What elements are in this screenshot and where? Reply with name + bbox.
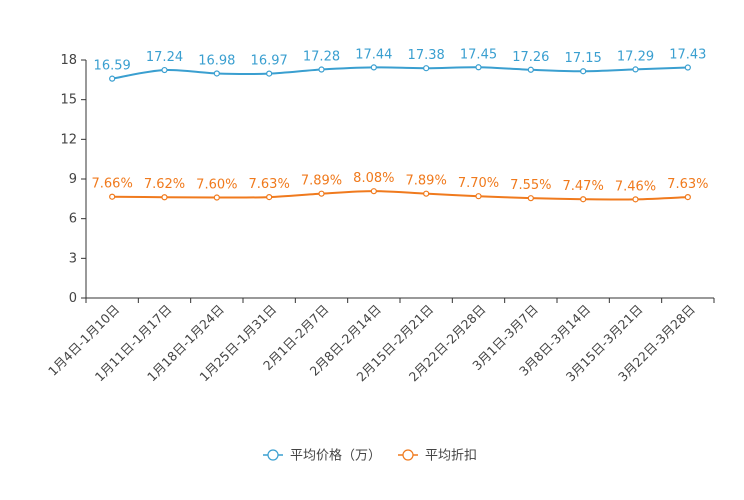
data-label: 17.28 (303, 50, 340, 65)
data-point (109, 193, 116, 200)
data-label: 7.47% (563, 179, 604, 194)
data-point (423, 190, 430, 197)
data-point (580, 68, 587, 75)
data-label: 17.15 (565, 51, 602, 66)
legend-label: 平均折扣 (425, 449, 477, 464)
data-point (213, 70, 220, 77)
series-layer (109, 64, 691, 203)
data-label: 8.08% (353, 171, 394, 186)
series-line (112, 66, 688, 80)
data-point (370, 188, 377, 195)
data-point (580, 196, 587, 203)
data-point (684, 194, 691, 201)
data-label: 7.89% (301, 174, 342, 189)
data-label: 7.63% (667, 177, 708, 192)
data-point (370, 64, 377, 71)
data-label: 17.44 (355, 47, 392, 62)
data-label: 7.63% (249, 177, 290, 192)
data-label: 7.55% (510, 178, 551, 193)
data-label: 17.38 (408, 48, 445, 63)
y-tick-label: 0 (69, 291, 77, 306)
series-line (112, 190, 688, 201)
data-point (266, 70, 273, 77)
legend-marker-icon (267, 449, 279, 461)
series-2-labels: 7.66% 7.62% 7.60% 7.63% 7.89% 8.08% 7.89% 7.70%… (92, 171, 709, 194)
data-label: 17.29 (617, 49, 654, 64)
data-label: 17.24 (146, 50, 183, 65)
y-tick-label: 3 (69, 251, 77, 266)
series-1-labels: 16.59 17.24 16.98 16.97 17.28 17.44 17.38 17.45… (94, 47, 707, 73)
data-point (527, 195, 534, 202)
data-point (632, 196, 639, 203)
y-tick-label: 6 (69, 212, 77, 227)
data-label: 17.43 (669, 48, 706, 63)
data-point (632, 66, 639, 73)
data-label: 17.45 (460, 47, 497, 62)
y-axis: 0 3 6 9 12 15 18 (60, 53, 87, 306)
data-label: 7.89% (406, 174, 447, 189)
data-point (318, 66, 325, 73)
data-point (318, 190, 325, 197)
data-point (527, 66, 534, 73)
data-label: 7.70% (458, 176, 499, 191)
legend: 平均价格（万） 平均折扣 (263, 448, 477, 464)
legend-label: 平均价格（万） (290, 448, 381, 464)
data-label: 16.97 (251, 54, 288, 69)
data-label: 7.62% (144, 177, 185, 192)
legend-marker-icon (402, 449, 414, 461)
x-axis: 1月4日-1月10日1月11日-1月17日1月18日-1月24日1月25日-1月… (45, 297, 715, 384)
data-label: 7.46% (615, 179, 656, 194)
data-point (161, 66, 168, 74)
y-tick-label: 15 (60, 93, 77, 108)
data-point (213, 194, 220, 201)
data-point (475, 64, 482, 71)
series-2 (109, 188, 691, 203)
data-point (266, 194, 273, 201)
data-point (109, 75, 116, 82)
data-label: 17.26 (512, 50, 549, 65)
data-label: 7.60% (196, 178, 237, 193)
data-label: 16.59 (94, 59, 131, 74)
data-point (475, 193, 482, 200)
legend-item-1: 平均价格（万） (263, 448, 381, 464)
series-1 (109, 64, 691, 82)
data-point (684, 64, 691, 71)
legend-item-2: 平均折扣 (398, 449, 477, 464)
y-tick-label: 9 (69, 172, 77, 187)
data-point (161, 194, 168, 201)
y-tick-label: 18 (60, 53, 77, 68)
y-tick-label: 12 (60, 132, 77, 147)
data-label: 16.98 (198, 53, 235, 68)
data-point (423, 65, 430, 72)
data-labels: 16.59 17.24 16.98 16.97 17.28 17.44 17.38 17.45… (92, 47, 709, 194)
data-label: 7.66% (92, 177, 133, 192)
